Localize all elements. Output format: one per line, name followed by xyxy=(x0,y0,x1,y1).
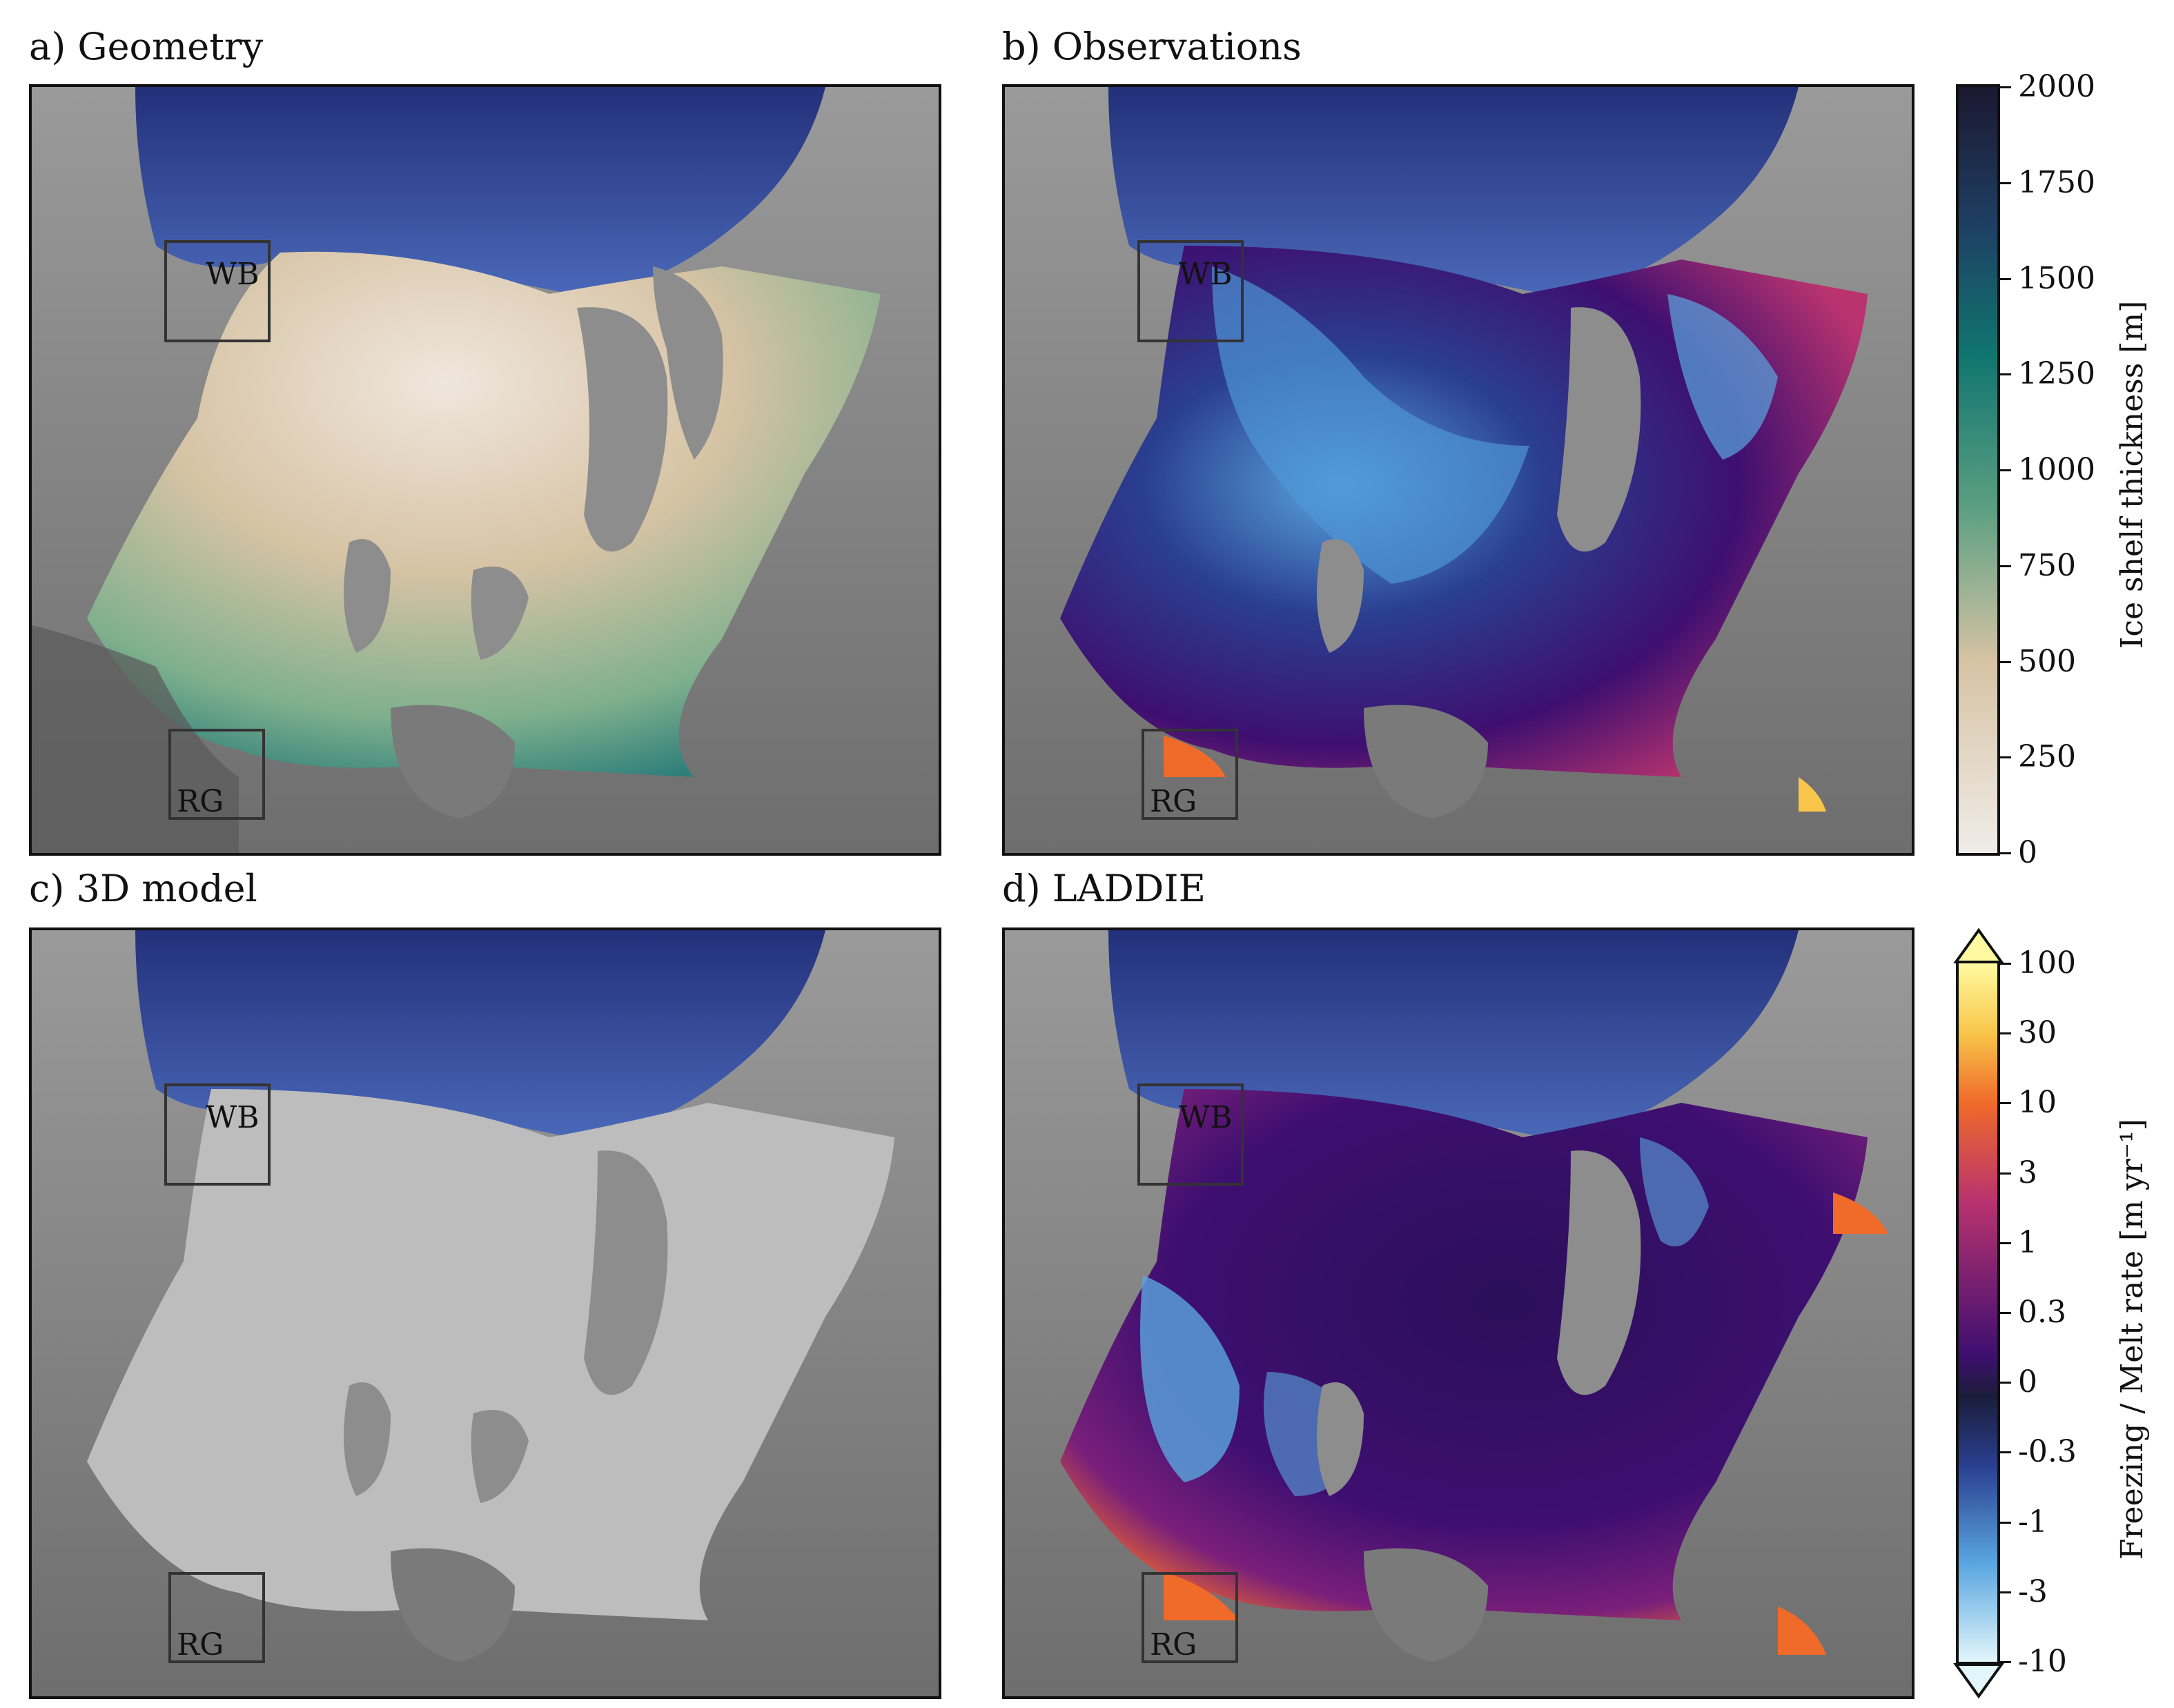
melt-colorbar-extend-bottom xyxy=(1953,1663,2004,1699)
thickness-tick-label: 250 xyxy=(2018,739,2076,775)
thickness-tick-label: 1500 xyxy=(2018,260,2095,296)
panel-b-map: WB RG xyxy=(1002,84,1915,856)
melt-tick-label: 30 xyxy=(2018,1015,2057,1051)
melt-tick-label: 0.3 xyxy=(2018,1295,2066,1330)
melt-tick-label: -1 xyxy=(2018,1504,2048,1540)
melt-tick-mark xyxy=(2000,1451,2011,1454)
melt-tick-label: -0.3 xyxy=(2018,1434,2077,1470)
thickness-tick-label: 1000 xyxy=(2018,452,2095,487)
rg-label: RG xyxy=(177,1627,224,1662)
wb-box xyxy=(164,1083,271,1186)
melt-colorbar-label: Freezing / Melt rate [m yr⁻¹] xyxy=(2115,1119,2150,1560)
panel-c-map: WB RG xyxy=(29,927,941,1699)
panel-d-title: d) LADDIE xyxy=(1002,867,1206,910)
rg-box xyxy=(1142,1572,1238,1663)
wb-label: WB xyxy=(206,1100,259,1135)
melt-tick-mark xyxy=(2000,1382,2011,1384)
rg-label: RG xyxy=(1150,784,1197,819)
melt-tick-label: 100 xyxy=(2018,945,2076,981)
melt-tick-label: 3 xyxy=(2018,1155,2037,1190)
wb-label: WB xyxy=(206,257,259,292)
thickness-tick-mark xyxy=(2000,660,2011,663)
thickness-tick-mark xyxy=(2000,469,2011,471)
thickness-tick-label: 1250 xyxy=(2018,356,2095,392)
panel-a-map: WB RG xyxy=(29,84,941,856)
melt-tick-mark xyxy=(2000,1241,2011,1244)
wb-label: WB xyxy=(1179,1100,1233,1135)
thickness-tick-label: 500 xyxy=(2018,643,2076,679)
thickness-tick-label: 1750 xyxy=(2018,164,2095,200)
melt-tick-mark xyxy=(2000,963,2011,965)
melt-tick-mark xyxy=(2000,1102,2011,1105)
melt-tick-label: 1 xyxy=(2018,1224,2037,1260)
melt-tick-label: -10 xyxy=(2018,1644,2067,1679)
melt-tick-mark xyxy=(2000,1521,2011,1524)
rg-box xyxy=(168,1572,265,1663)
thickness-tick-mark xyxy=(2000,756,2011,759)
melt-tick-mark xyxy=(2000,1312,2011,1314)
thickness-tick-label: 0 xyxy=(2018,835,2037,870)
thickness-tick-mark xyxy=(2000,373,2011,376)
panel-a-title: a) Geometry xyxy=(29,25,264,68)
thickness-colorbar xyxy=(1956,84,2000,856)
melt-colorbar-extend-top xyxy=(1953,927,2004,963)
thickness-tick-mark xyxy=(2000,565,2011,567)
thickness-tick-label: 2000 xyxy=(2018,69,2095,104)
wb-box xyxy=(1137,240,1244,342)
panel-d-map: WB RG xyxy=(1002,927,1915,1699)
wb-box xyxy=(164,240,271,342)
melt-tick-label: -3 xyxy=(2018,1573,2048,1609)
wb-label: WB xyxy=(1179,257,1233,292)
panel-b-title: b) Observations xyxy=(1002,25,1302,68)
panel-c-title: c) 3D model xyxy=(29,867,257,910)
thickness-tick-label: 750 xyxy=(2018,547,2076,583)
thickness-tick-mark xyxy=(2000,86,2011,88)
rg-label: RG xyxy=(1150,1627,1197,1662)
melt-tick-label: 0 xyxy=(2018,1364,2037,1400)
melt-tick-mark xyxy=(2000,1032,2011,1035)
melt-tick-mark xyxy=(2000,1172,2011,1175)
thickness-tick-mark xyxy=(2000,852,2011,854)
melt-colorbar xyxy=(1956,961,2000,1665)
thickness-tick-mark xyxy=(2000,181,2011,184)
rg-box xyxy=(1142,729,1238,820)
thickness-colorbar-label: Ice shelf thickness [m] xyxy=(2115,300,2150,649)
melt-tick-mark xyxy=(2000,1661,2011,1663)
rg-box xyxy=(168,729,265,820)
thickness-tick-mark xyxy=(2000,277,2011,280)
rg-label: RG xyxy=(177,784,224,819)
melt-tick-label: 10 xyxy=(2018,1085,2057,1121)
wb-box xyxy=(1137,1083,1244,1186)
melt-tick-mark xyxy=(2000,1591,2011,1593)
